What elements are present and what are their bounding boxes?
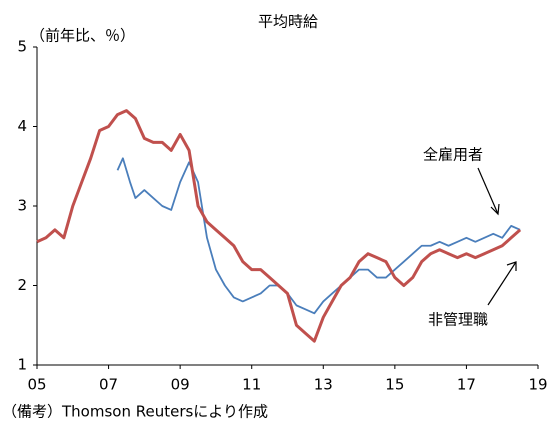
- x-tick-label: 09: [171, 376, 190, 394]
- note: （備考）Thomson Reutersにより作成: [2, 403, 268, 421]
- y-tick-label: 2: [17, 276, 27, 294]
- line-series: [116, 157, 521, 315]
- x-tick-label: 05: [27, 376, 46, 394]
- x-tick-label: 07: [99, 376, 118, 394]
- y-axis-label: （前年比、％）: [30, 27, 135, 45]
- x-tick-label: 15: [385, 376, 404, 394]
- x-tick-label: 19: [528, 376, 547, 394]
- y-tick-label: 4: [17, 117, 27, 135]
- x-tick-label: 11: [242, 376, 261, 394]
- y-tick-label: 1: [17, 356, 27, 374]
- y-tick-label: 3: [17, 197, 27, 215]
- annotation: 非管理職: [428, 311, 488, 329]
- chart-title: 平均時給: [258, 13, 318, 31]
- y-tick-label: 5: [17, 38, 27, 56]
- line-series: [36, 109, 522, 343]
- annotation: 全雇用者: [423, 146, 483, 164]
- x-tick-label: 17: [457, 376, 476, 394]
- arrows: [477, 167, 517, 306]
- x-tick-label: 13: [314, 376, 333, 394]
